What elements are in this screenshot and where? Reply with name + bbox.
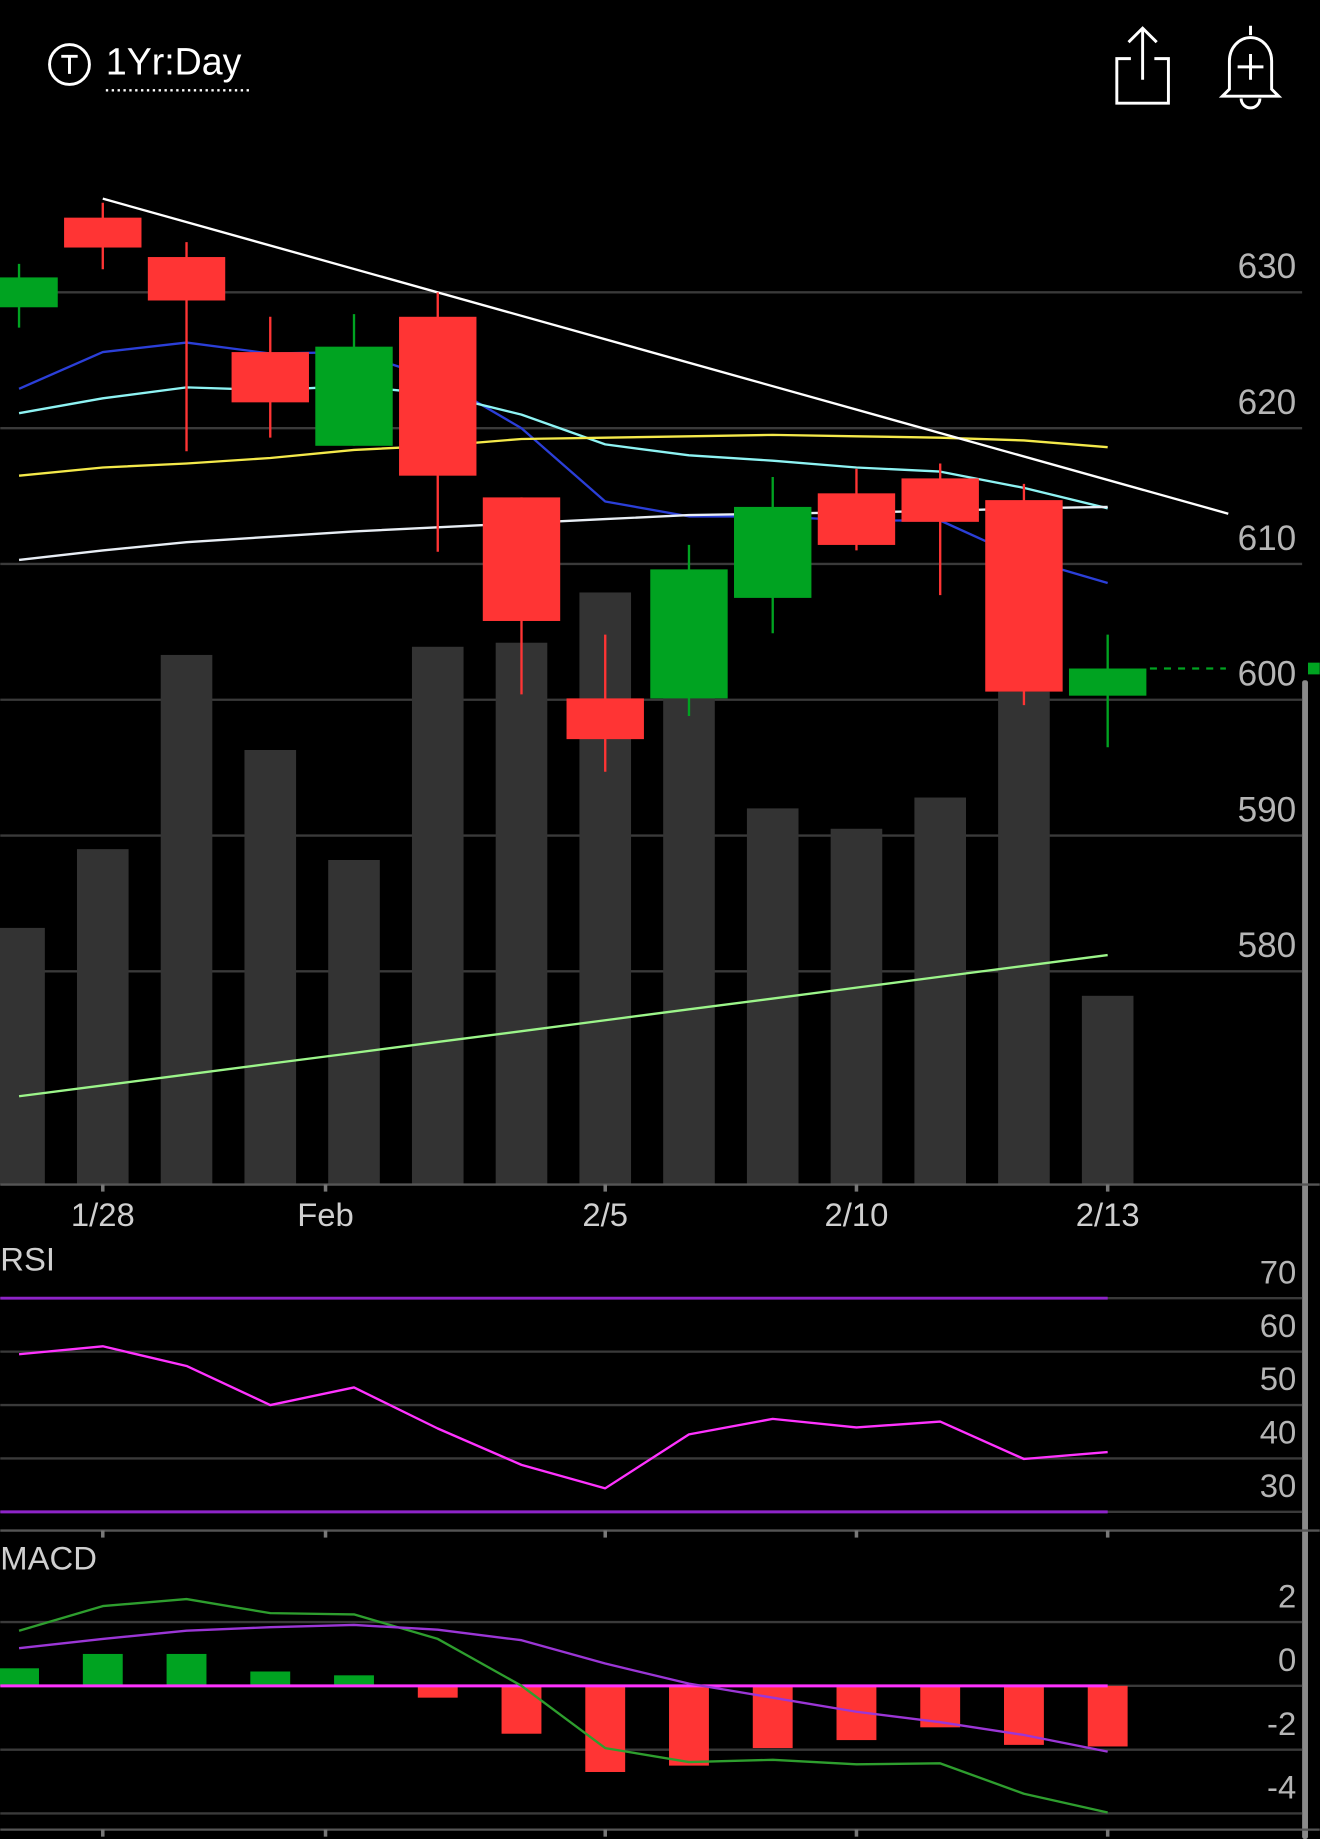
candle-body: [147, 257, 226, 301]
y-tick-label: 50: [1260, 1360, 1297, 1397]
candle-body: [650, 569, 728, 699]
histogram-bar: [82, 1653, 123, 1686]
y-tick-label: 40: [1260, 1414, 1297, 1451]
y-tick-label: 620: [1238, 383, 1297, 422]
macd-line: [18, 1597, 1108, 1814]
bell-plus: [1237, 53, 1264, 80]
candle-body: [566, 698, 644, 740]
y-tick-label: 60: [1260, 1307, 1297, 1344]
moving-average-line: [18, 953, 1108, 1098]
x-tick-label: 2/13: [1076, 1196, 1140, 1233]
share-box: [1115, 57, 1170, 105]
x-tick-label: 2/10: [825, 1196, 889, 1233]
x-tick-label: 2/5: [582, 1196, 628, 1233]
y-tick-label: 610: [1238, 519, 1297, 558]
y-tick-label: 70: [1260, 1253, 1297, 1290]
volume-bar: [998, 691, 1050, 1185]
trendline: [102, 197, 1229, 515]
y-tick-label: 30: [1260, 1467, 1297, 1504]
y-tick-label: -4: [1267, 1769, 1296, 1806]
alert-button[interactable]: [1218, 25, 1283, 110]
candle-body: [901, 478, 979, 522]
volume-bar: [76, 849, 129, 1185]
scrollbar: [1302, 680, 1308, 1839]
volume-bar: [914, 797, 967, 1185]
last-price-marker: [1307, 662, 1320, 675]
x-tick-label: 1/28: [71, 1196, 135, 1233]
candle-body: [64, 217, 142, 248]
y-tick-label: 0: [1278, 1641, 1296, 1678]
bell-icon: [1218, 25, 1283, 110]
volume-bar: [244, 749, 297, 1185]
share-arrow: [1127, 26, 1158, 80]
histogram-bar: [585, 1685, 626, 1772]
histogram-bar: [0, 1668, 39, 1686]
candle-body: [482, 497, 561, 621]
y-tick-label: -2: [1267, 1705, 1296, 1742]
histogram-bar: [417, 1685, 458, 1698]
candle-body: [231, 352, 309, 403]
y-tick-label: 2: [1278, 1577, 1296, 1614]
timeframe-icon-glyph: [61, 54, 78, 74]
rsi-line: [18, 1345, 1108, 1490]
candle-body: [734, 506, 812, 598]
volume-bar: [495, 642, 548, 1185]
candle-body: [985, 500, 1063, 692]
y-tick-label: 630: [1238, 247, 1297, 286]
candle-body: [0, 277, 58, 308]
histogram-bar: [334, 1675, 374, 1686]
share-button[interactable]: [1115, 26, 1170, 105]
moving-average-line: [18, 433, 1108, 477]
histogram-bar: [166, 1653, 207, 1686]
histogram-bar: [501, 1685, 542, 1734]
volume-bar: [0, 927, 45, 1185]
candle-body: [315, 346, 393, 446]
moving-average-line: [18, 384, 1108, 510]
volume-bar: [663, 697, 715, 1185]
panel-title: RSI: [0, 1241, 55, 1278]
volume-bar: [328, 859, 380, 1185]
y-tick-label: 590: [1238, 790, 1297, 829]
volume-bar: [411, 646, 464, 1185]
macd-line: [18, 1623, 1108, 1753]
panel-title: MACD: [0, 1540, 97, 1577]
candle-body: [1068, 668, 1147, 696]
y-tick-label: 600: [1238, 655, 1297, 694]
x-tick-label: Feb: [297, 1196, 354, 1233]
timeframe-icon: [48, 43, 91, 86]
volume-bar: [830, 828, 883, 1185]
candle-body: [817, 493, 896, 545]
y-tick-label: 580: [1238, 926, 1297, 965]
timeframe-button[interactable]: 1Yr:Day: [48, 40, 251, 92]
candle-body: [399, 316, 477, 476]
histogram-bar: [669, 1685, 709, 1766]
timeframe-label: 1Yr:Day: [106, 40, 242, 82]
histogram-bar: [250, 1671, 291, 1686]
volume-bar: [160, 654, 213, 1185]
histogram-bar: [1087, 1685, 1128, 1747]
volume-bar: [1081, 995, 1134, 1185]
